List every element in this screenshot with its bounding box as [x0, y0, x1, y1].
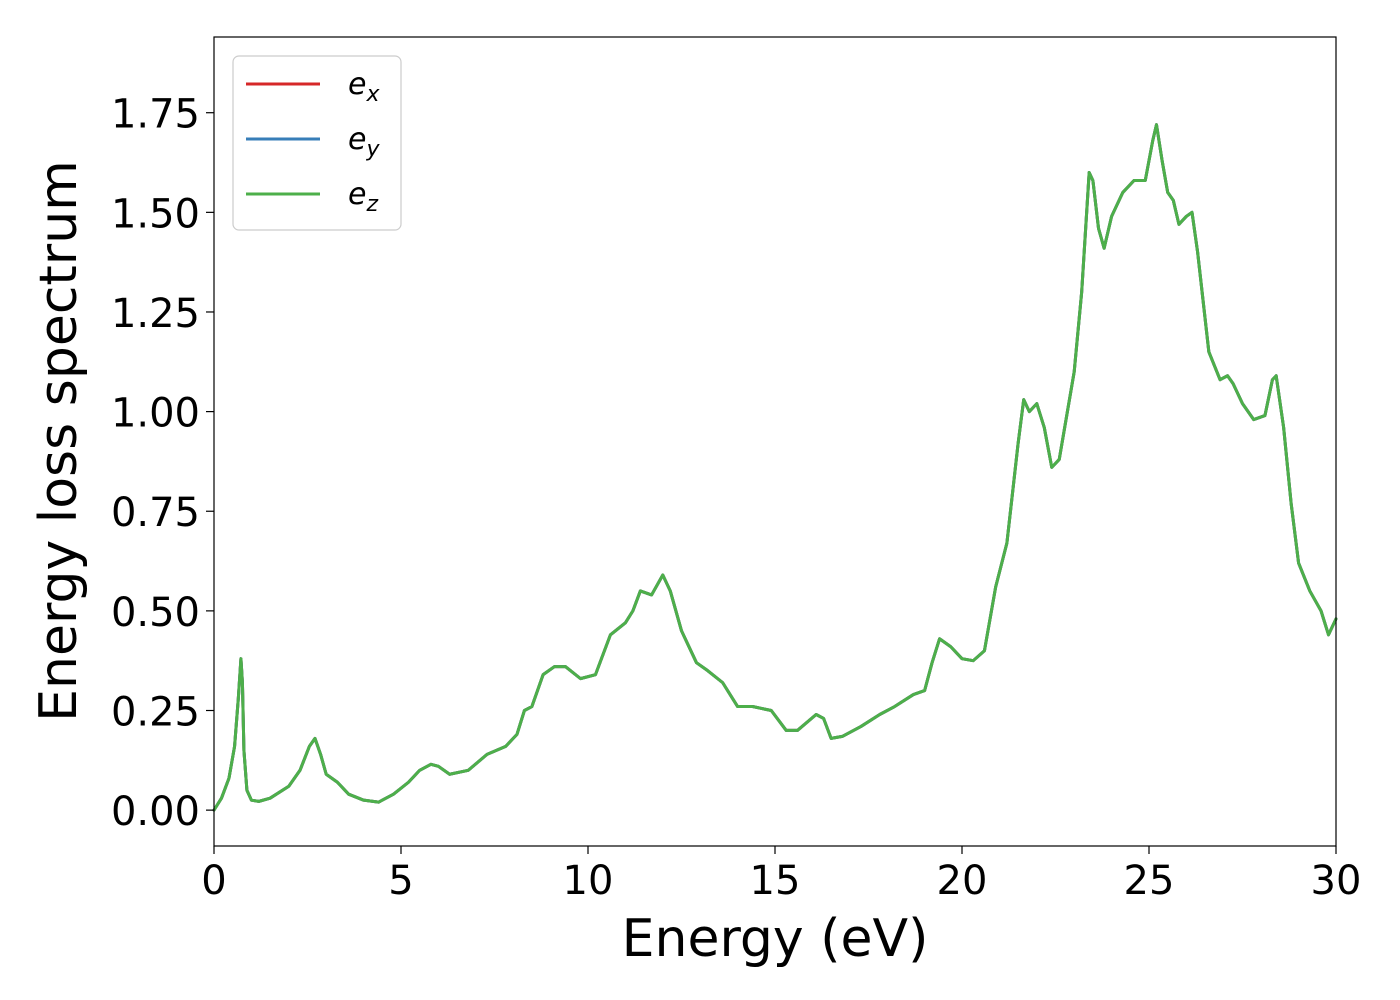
legend-box [232, 55, 402, 231]
legend-label-ey: ey [348, 122, 380, 162]
x-tick-label: 0 [201, 858, 226, 904]
y-tick-label: 1.50 [111, 191, 200, 237]
legend-label-ex: ex [348, 67, 380, 107]
x-tick-label: 10 [563, 858, 614, 904]
y-tick-label: 0.75 [111, 490, 200, 536]
legend: ex ey ez [232, 55, 402, 231]
y-tick-label: 1.00 [111, 391, 200, 437]
x-tick-label: 15 [750, 858, 801, 904]
y-tick-label: 0.25 [111, 690, 200, 736]
y-axis-ticks: 0.00 0.25 0.50 0.75 1.00 1.25 1.50 1.75 [111, 92, 214, 835]
y-tick-label: 0.00 [111, 789, 200, 835]
x-axis-title: Energy (eV) [622, 909, 929, 969]
x-tick-label: 25 [1124, 858, 1175, 904]
series-line-e-z [212, 123, 1338, 812]
y-tick-label: 1.25 [111, 291, 200, 337]
legend-label-ez: ez [348, 177, 378, 217]
x-axis-ticks: 0 5 10 15 20 25 30 [201, 846, 1361, 904]
x-tick-label: 20 [937, 858, 988, 904]
x-tick-label: 5 [388, 858, 413, 904]
x-tick-label: 30 [1311, 858, 1362, 904]
y-tick-label: 1.75 [111, 92, 200, 138]
series-layer [212, 123, 1338, 812]
y-axis-title: Energy loss spectrum [29, 160, 89, 722]
y-tick-label: 0.50 [111, 590, 200, 636]
